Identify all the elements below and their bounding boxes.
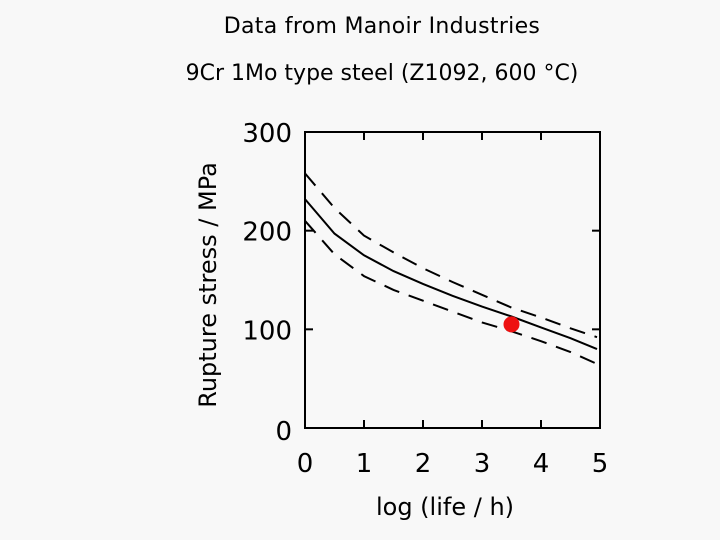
x-tick-label: 2 bbox=[415, 449, 432, 479]
x-tick-label: 0 bbox=[297, 449, 314, 479]
x-tick-label: 1 bbox=[356, 449, 373, 479]
tick-labels: 0 1 2 3 4 5 0 100 200 300 bbox=[242, 119, 608, 479]
chart-subtitle: 9Cr 1Mo type steel (Z1092, 600 °C) bbox=[185, 61, 579, 86]
x-tick-label: 4 bbox=[533, 449, 550, 479]
scatter-band-line-2 bbox=[304, 220, 598, 365]
y-tick-label: 200 bbox=[242, 218, 292, 248]
scatter-band-line-1 bbox=[304, 172, 598, 339]
mean-rupture-line bbox=[304, 198, 598, 351]
axis-ticks bbox=[304, 131, 601, 429]
y-tick-label: 0 bbox=[275, 417, 292, 447]
chart-title: Data from Manoir Industries bbox=[223, 14, 541, 39]
y-tick-label: 100 bbox=[242, 316, 292, 346]
points-layer bbox=[503, 316, 520, 333]
y-tick-label: 300 bbox=[242, 119, 292, 149]
y-axis-label: Rupture stress / MPa bbox=[194, 162, 222, 408]
x-tick-label: 5 bbox=[592, 449, 609, 479]
data-point bbox=[503, 316, 520, 333]
plot-frame bbox=[304, 131, 601, 429]
series-layer bbox=[304, 172, 598, 365]
x-axis-label: log (life / h) bbox=[376, 493, 514, 521]
x-tick-label: 3 bbox=[474, 449, 491, 479]
